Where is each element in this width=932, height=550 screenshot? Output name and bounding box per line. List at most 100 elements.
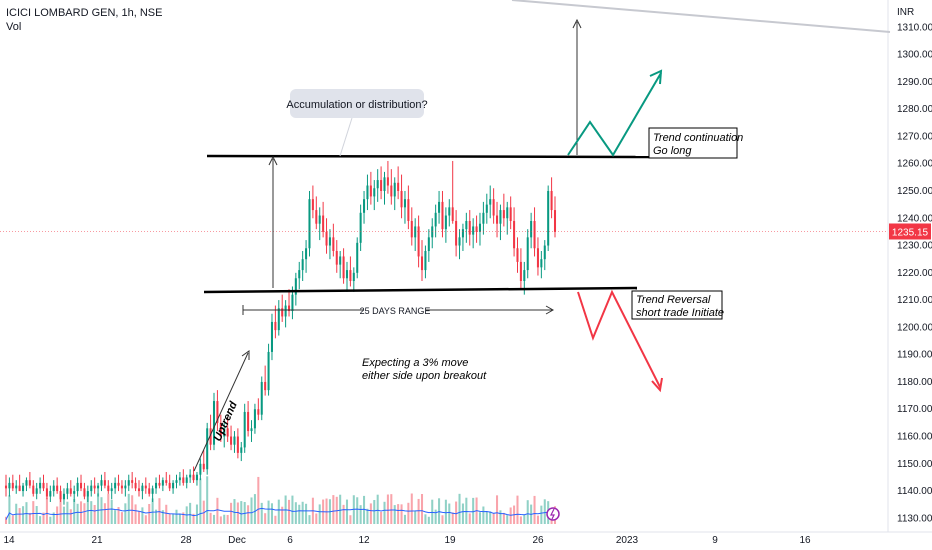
candle-body[interactable] [15,485,18,489]
candle-body[interactable] [100,480,103,486]
candle-body[interactable] [434,212,437,227]
candle-body[interactable] [267,351,270,391]
candle-body[interactable] [308,199,311,249]
candle-body[interactable] [339,256,342,265]
candle-body[interactable] [363,199,366,213]
candle-body[interactable] [543,245,546,260]
candle-body[interactable] [134,482,137,489]
candle-body[interactable] [226,428,229,437]
candle-body[interactable] [32,485,35,494]
candle-body[interactable] [407,199,410,221]
candle-body[interactable] [161,480,164,486]
candle-body[interactable] [311,199,314,211]
candle-body[interactable] [516,248,519,262]
candle-body[interactable] [322,215,325,232]
top-trendline[interactable] [511,0,891,33]
candle-body[interactable] [39,482,42,489]
candle-body[interactable] [148,488,151,494]
candle-body[interactable] [199,463,202,475]
candle-body[interactable] [390,185,393,197]
candle-body[interactable] [243,411,246,448]
candle-body[interactable] [352,272,355,282]
candle-body[interactable] [103,480,106,486]
candle-body[interactable] [427,237,430,251]
candle-body[interactable] [185,477,188,483]
candle-body[interactable] [90,485,93,492]
candle-body[interactable] [547,190,550,246]
candle-body[interactable] [281,308,284,317]
trend-continuation-path[interactable] [567,72,662,157]
candle-body[interactable] [69,488,72,494]
candle-body[interactable] [257,409,260,415]
candle-body[interactable] [475,226,478,232]
candle-body[interactable] [523,270,526,282]
candle-body[interactable] [86,491,89,497]
candle-body[interactable] [195,474,198,481]
candle-body[interactable] [492,199,495,216]
candle-body[interactable] [397,182,400,191]
candle-body[interactable] [8,482,11,489]
candle-body[interactable] [502,210,505,219]
candle-body[interactable] [376,180,379,189]
candle-body[interactable] [298,270,301,279]
candle-body[interactable] [335,250,338,265]
candle-body[interactable] [25,480,28,486]
candle-body[interactable] [458,237,461,246]
candle-body[interactable] [270,321,273,352]
candle-body[interactable] [216,401,219,423]
candle-body[interactable] [260,381,263,415]
candle-body[interactable] [393,182,396,197]
candle-body[interactable] [66,488,69,494]
candle-body[interactable] [175,480,178,483]
candle-body[interactable] [158,482,161,486]
candle-body[interactable] [465,220,468,230]
candle-body[interactable] [519,261,522,282]
candle-body[interactable] [455,220,458,246]
candle-body[interactable] [540,259,543,268]
candle-body[interactable] [328,237,331,246]
candle-body[interactable] [45,488,48,497]
candle-body[interactable] [11,482,14,489]
candle-body[interactable] [403,199,406,208]
candle-body[interactable] [83,488,86,497]
candle-body[interactable] [155,482,158,489]
candle-body[interactable] [444,215,447,230]
candle-body[interactable] [233,436,236,445]
candle-body[interactable] [223,428,226,437]
candle-body[interactable] [59,491,62,500]
candle-body[interactable] [212,401,216,445]
candle-body[interactable] [536,248,539,268]
candle-body[interactable] [206,428,209,470]
candle-body[interactable] [513,220,516,249]
candle-body[interactable] [49,491,52,497]
candle-body[interactable] [468,220,471,235]
candle-body[interactable] [120,485,123,489]
candle-body[interactable] [56,485,59,492]
candle-body[interactable] [441,201,444,230]
candle-body[interactable] [124,485,127,489]
candle-body[interactable] [209,428,212,445]
candle-body[interactable] [28,480,31,486]
candle-body[interactable] [424,250,427,271]
candle-body[interactable] [400,190,403,208]
candle-body[interactable] [414,226,417,238]
candle-body[interactable] [137,488,141,492]
candle-body[interactable] [182,477,185,483]
candle-body[interactable] [359,212,362,243]
symbol-title[interactable]: ICICI LOMBARD GEN, 1h, NSE [6,7,163,19]
candle-body[interactable] [250,428,253,432]
candle-body[interactable] [373,188,376,197]
candle-body[interactable] [431,226,434,238]
candle-body[interactable] [386,177,389,186]
candle-body[interactable] [253,409,256,429]
candle-body[interactable] [530,220,533,238]
candle-body[interactable] [178,477,181,481]
candle-body[interactable] [114,482,117,489]
candle-body[interactable] [369,185,372,197]
candle-body[interactable] [315,210,318,224]
candle-body[interactable] [533,220,536,249]
candle-body[interactable] [165,480,168,483]
candle-body[interactable] [526,237,529,271]
candle-body[interactable] [482,212,485,224]
